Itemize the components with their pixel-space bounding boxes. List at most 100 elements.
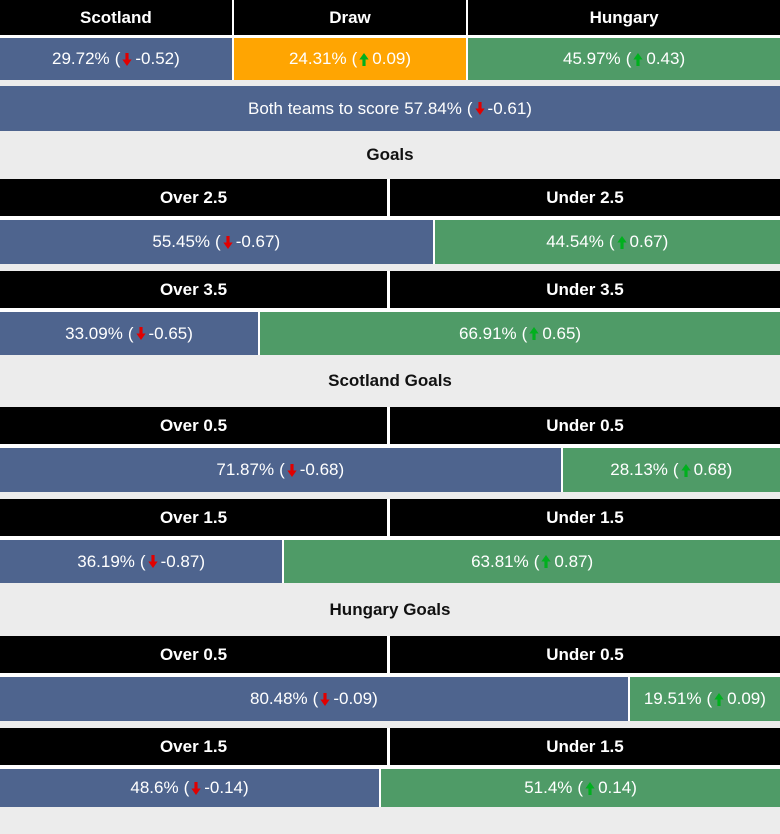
probability-value: 45.97% xyxy=(563,49,621,68)
market-label: Under 3.5 xyxy=(546,279,624,299)
down-arrow-icon xyxy=(287,463,297,477)
over-3-5-header: Over 3.5 xyxy=(0,271,390,308)
probability-value: 48.6% xyxy=(130,778,179,797)
under-3-5-bar: 66.91% 0.65 xyxy=(258,312,780,355)
up-arrow-icon xyxy=(714,692,724,706)
probability-change: 0.65 xyxy=(542,323,576,343)
scotland-win-bar: 29.72% -0.52 xyxy=(0,38,232,80)
probability-value: 66.91% xyxy=(458,323,517,343)
hungary-win-bar: 45.97% 0.43 xyxy=(466,38,780,80)
down-arrow-icon xyxy=(122,52,133,66)
up-arrow-icon xyxy=(680,463,691,477)
market-bar-over-under-2-5: 55.45% -0.67 44.54% 0.67 xyxy=(0,220,780,264)
market-label: Over 0.5 xyxy=(159,644,228,664)
up-arrow-icon xyxy=(529,327,539,340)
down-arrow-icon xyxy=(135,327,146,340)
under-0-5-bar: 19.51% 0.09 xyxy=(627,677,780,721)
market-label: Under 1.5 xyxy=(546,736,624,756)
market-bar-scotland-over-under-0-5: 71.87% -0.68 28.13% 0.68 xyxy=(0,448,780,492)
up-arrow-icon xyxy=(616,235,627,249)
under-1-5-bar: 63.81% 0.87 xyxy=(282,540,780,583)
match-outcome-header: Scotland Draw Hungary xyxy=(0,0,780,38)
probability-change: 0.09 xyxy=(727,689,761,708)
market-label: Over 0.5 xyxy=(159,415,228,435)
btts-label: Both teams to score xyxy=(248,98,400,118)
draw-bar: 24.31% 0.09 xyxy=(231,38,467,80)
down-arrow-icon xyxy=(223,235,233,249)
under-3-5-header: Under 3.5 xyxy=(390,271,780,308)
market-label: Over 2.5 xyxy=(159,187,228,207)
market-header-scotland-over-under-1-5: Over 1.5 Under 1.5 xyxy=(0,499,780,540)
probability-change: -0.09 xyxy=(333,689,373,708)
probability-value: 36.19% xyxy=(77,551,135,571)
market-label: Under 2.5 xyxy=(546,187,624,207)
probability-change: -0.65 xyxy=(148,323,188,343)
market-header-over-under-3-5: Over 3.5 Under 3.5 xyxy=(0,271,780,312)
probability-change: -0.68 xyxy=(299,460,339,479)
probability-change: 0.43 xyxy=(646,49,680,68)
market-label: Over 3.5 xyxy=(159,279,228,299)
probability-value: 80.48% xyxy=(249,689,308,708)
under-0-5-bar: 28.13% 0.68 xyxy=(560,448,780,492)
probability-change: -0.67 xyxy=(235,232,275,251)
over-0-5-bar: 80.48% -0.09 xyxy=(0,677,628,721)
market-header-over-under-2-5: Over 2.5 Under 2.5 xyxy=(0,179,780,220)
probability-change: -0.14 xyxy=(204,778,244,797)
market-bar-hungary-over-under-0-5: 80.48% -0.09 19.51% 0.09 xyxy=(0,677,780,721)
up-arrow-icon xyxy=(541,555,552,568)
down-arrow-icon xyxy=(320,692,330,706)
over-1-5-bar: 48.6% -0.14 xyxy=(0,769,380,807)
probability-value: 33.09% xyxy=(65,323,123,343)
probability-value: 19.51% xyxy=(643,689,702,708)
market-label: Over 1.5 xyxy=(159,736,228,756)
btts-change: -0.61 xyxy=(487,98,527,118)
market-header-hungary-over-under-0-5: Over 0.5 Under 0.5 xyxy=(0,636,780,677)
market-bar-scotland-over-under-1-5: 36.19% -0.87 63.81% 0.87 xyxy=(0,540,780,583)
draw-label: Draw xyxy=(329,7,371,27)
probability-value: 63.81% xyxy=(471,551,529,571)
probability-value: 24.31% xyxy=(288,49,347,68)
market-bar-over-under-3-5: 33.09% -0.65 66.91% 0.65 xyxy=(0,312,780,355)
over-0-5-header: Over 0.5 xyxy=(0,407,390,444)
team-label: Scotland xyxy=(80,7,152,27)
over-1-5-header: Over 1.5 xyxy=(0,728,390,765)
probability-value: 28.13% xyxy=(610,460,668,479)
over-2-5-bar: 55.45% -0.67 xyxy=(0,220,433,264)
down-arrow-icon xyxy=(474,102,485,115)
btts-value: 57.84% xyxy=(404,98,462,118)
over-2-5-header: Over 2.5 xyxy=(0,179,390,216)
up-arrow-icon xyxy=(585,781,595,795)
probability-change: -0.87 xyxy=(160,551,200,571)
up-arrow-icon xyxy=(359,52,369,66)
btts-bar: Both teams to score 57.84% -0.61 xyxy=(0,86,780,131)
probability-change: 0.09 xyxy=(372,49,406,68)
over-3-5-bar: 33.09% -0.65 xyxy=(0,312,259,355)
over-0-5-bar: 71.87% -0.68 xyxy=(0,448,561,492)
probability-change: 0.67 xyxy=(629,232,663,251)
down-arrow-icon xyxy=(147,555,158,568)
down-arrow-icon xyxy=(191,781,201,795)
market-label: Under 1.5 xyxy=(546,507,624,527)
team-label: Hungary xyxy=(589,7,659,27)
market-header-hungary-over-under-1-5: Over 1.5 Under 1.5 xyxy=(0,728,780,769)
btts-cell: Both teams to score 57.84% -0.61 xyxy=(0,86,780,131)
market-label: Under 0.5 xyxy=(546,644,624,664)
probability-change: 0.68 xyxy=(693,460,727,479)
probability-value: 44.54% xyxy=(546,232,604,251)
probability-value: 55.45% xyxy=(152,232,211,251)
team-header-scotland: Scotland xyxy=(0,0,232,35)
team-header-hungary: Hungary xyxy=(466,0,780,35)
probability-value: 29.72% xyxy=(52,49,110,68)
over-1-5-header: Over 1.5 xyxy=(0,499,390,536)
section-title-scotland-goals: Scotland Goals xyxy=(0,355,780,407)
probability-change: 0.14 xyxy=(598,778,632,797)
over-0-5-header: Over 0.5 xyxy=(0,636,390,673)
under-2-5-bar: 44.54% 0.67 xyxy=(432,220,780,264)
section-title-goals: Goals xyxy=(0,131,780,179)
probability-change: 0.87 xyxy=(554,551,588,571)
probability-change: -0.52 xyxy=(135,49,175,68)
over-1-5-bar: 36.19% -0.87 xyxy=(0,540,283,583)
under-0-5-header: Under 0.5 xyxy=(390,636,780,673)
market-label: Under 0.5 xyxy=(546,415,624,435)
section-title-hungary-goals: Hungary Goals xyxy=(0,583,780,636)
